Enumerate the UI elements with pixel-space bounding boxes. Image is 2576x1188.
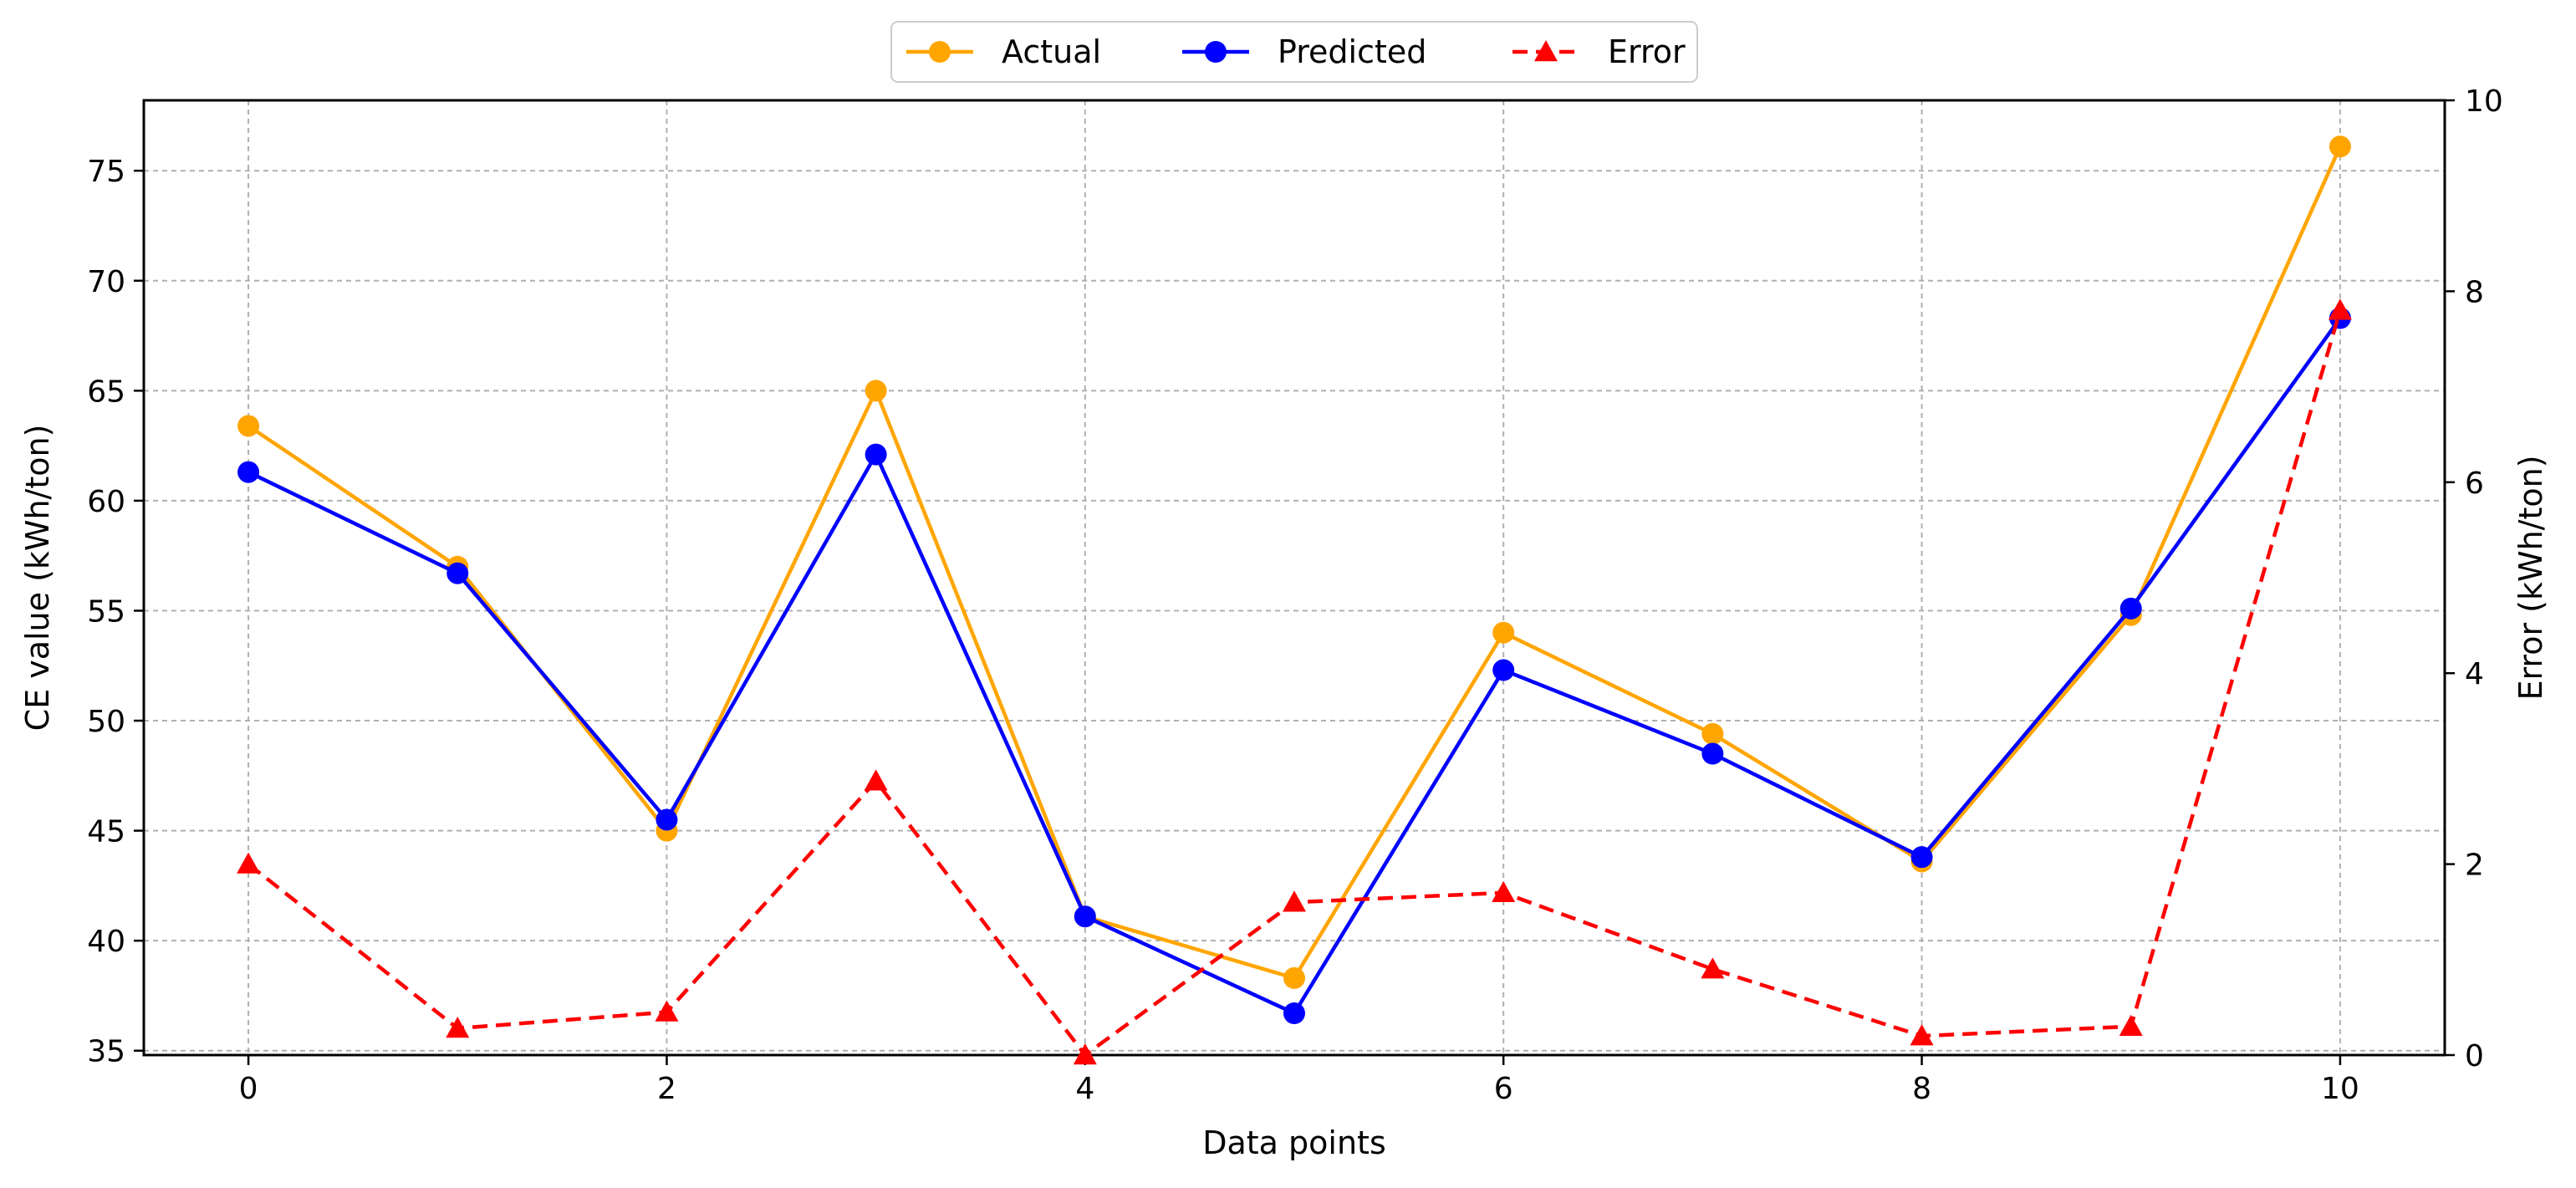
data-point-error	[1073, 1043, 1097, 1065]
data-point-predicted	[1283, 1002, 1305, 1025]
series-line-error	[247, 309, 2343, 1058]
x-tick-label: 8	[1912, 1072, 1931, 1106]
data-point-error	[1283, 890, 1306, 912]
data-point-predicted	[2119, 597, 2142, 619]
plot-area-frame	[142, 99, 2446, 1057]
y2-tick-label: 0	[2465, 1039, 2484, 1073]
y2-tick-label: 8	[2465, 275, 2484, 309]
data-point-predicted	[1492, 659, 1515, 681]
legend-marker-predicted	[1205, 41, 1227, 63]
x-axis-label: Data points	[1202, 1124, 1386, 1161]
axis-ticks: 0 2 4 6 8 10 35 40 45 50 55 60 65 70 75 0 2 4 6 8 10	[87, 84, 2503, 1106]
data-point-error	[2119, 1014, 2143, 1036]
data-point-predicted	[1074, 905, 1096, 928]
data-point-error	[2328, 298, 2352, 320]
legend-entry-error: Error	[1512, 33, 1686, 70]
series-actual	[237, 135, 2351, 989]
y-tick-label: 65	[87, 375, 125, 409]
data-point-predicted	[655, 808, 678, 831]
y-tick-label: 70	[87, 265, 125, 299]
y-axis-label-right: Error (kWh/ton)	[2512, 455, 2549, 700]
y-axis-label-left: CE value (kWh/ton)	[19, 425, 56, 732]
data-point-actual	[1701, 722, 1724, 745]
data-point-error	[1492, 880, 1516, 903]
legend-box	[890, 21, 1698, 83]
data-point-actual	[237, 415, 260, 437]
x-tick-label: 4	[1075, 1072, 1094, 1106]
series-layer	[237, 135, 2352, 1065]
data-point-error	[237, 852, 261, 874]
x-tick-label: 10	[2321, 1072, 2359, 1106]
data-point-error	[864, 769, 888, 791]
data-point-error	[446, 1017, 470, 1038]
legend-label-predicted: Predicted	[1278, 33, 1426, 70]
y-tick-label: 75	[87, 155, 125, 189]
y2-tick-label: 6	[2465, 467, 2484, 501]
x-tick-label: 0	[239, 1072, 258, 1106]
data-point-predicted	[446, 562, 469, 584]
y-tick-label: 40	[87, 925, 125, 959]
y2-tick-label: 10	[2465, 84, 2503, 119]
legend-marker-actual	[929, 41, 951, 63]
series-predicted	[237, 307, 2351, 1025]
data-point-actual	[1283, 966, 1305, 989]
data-point-error	[655, 1000, 679, 1022]
data-point-predicted	[1910, 846, 1933, 869]
series-error	[237, 298, 2352, 1065]
data-point-predicted	[1701, 742, 1724, 765]
y2-tick-label: 2	[2465, 849, 2484, 883]
legend-entry-actual: Actual	[906, 33, 1101, 70]
data-point-predicted	[865, 443, 887, 466]
y-tick-label: 50	[87, 705, 125, 739]
grid-lines	[144, 100, 2445, 1055]
data-point-error	[1910, 1024, 1934, 1046]
legend-marker-error	[1534, 40, 1558, 62]
y-tick-label: 35	[87, 1035, 125, 1069]
data-point-actual	[1492, 621, 1515, 644]
y-tick-label: 60	[87, 485, 125, 519]
data-point-predicted	[237, 461, 260, 483]
data-point-error	[1701, 957, 1725, 979]
y-tick-label: 55	[87, 594, 125, 629]
x-tick-label: 2	[657, 1072, 676, 1106]
data-point-actual	[2329, 135, 2351, 158]
x-tick-label: 6	[1494, 1072, 1513, 1106]
data-point-actual	[865, 380, 887, 402]
series-line-actual	[247, 145, 2342, 981]
legend-label-actual: Actual	[1002, 33, 1101, 70]
y-tick-label: 45	[87, 815, 125, 849]
legend: Actual Predicted Error	[890, 21, 1698, 83]
y2-tick-label: 4	[2465, 657, 2484, 691]
legend-label-error: Error	[1608, 33, 1686, 70]
legend-entry-predicted: Predicted	[1182, 33, 1426, 70]
